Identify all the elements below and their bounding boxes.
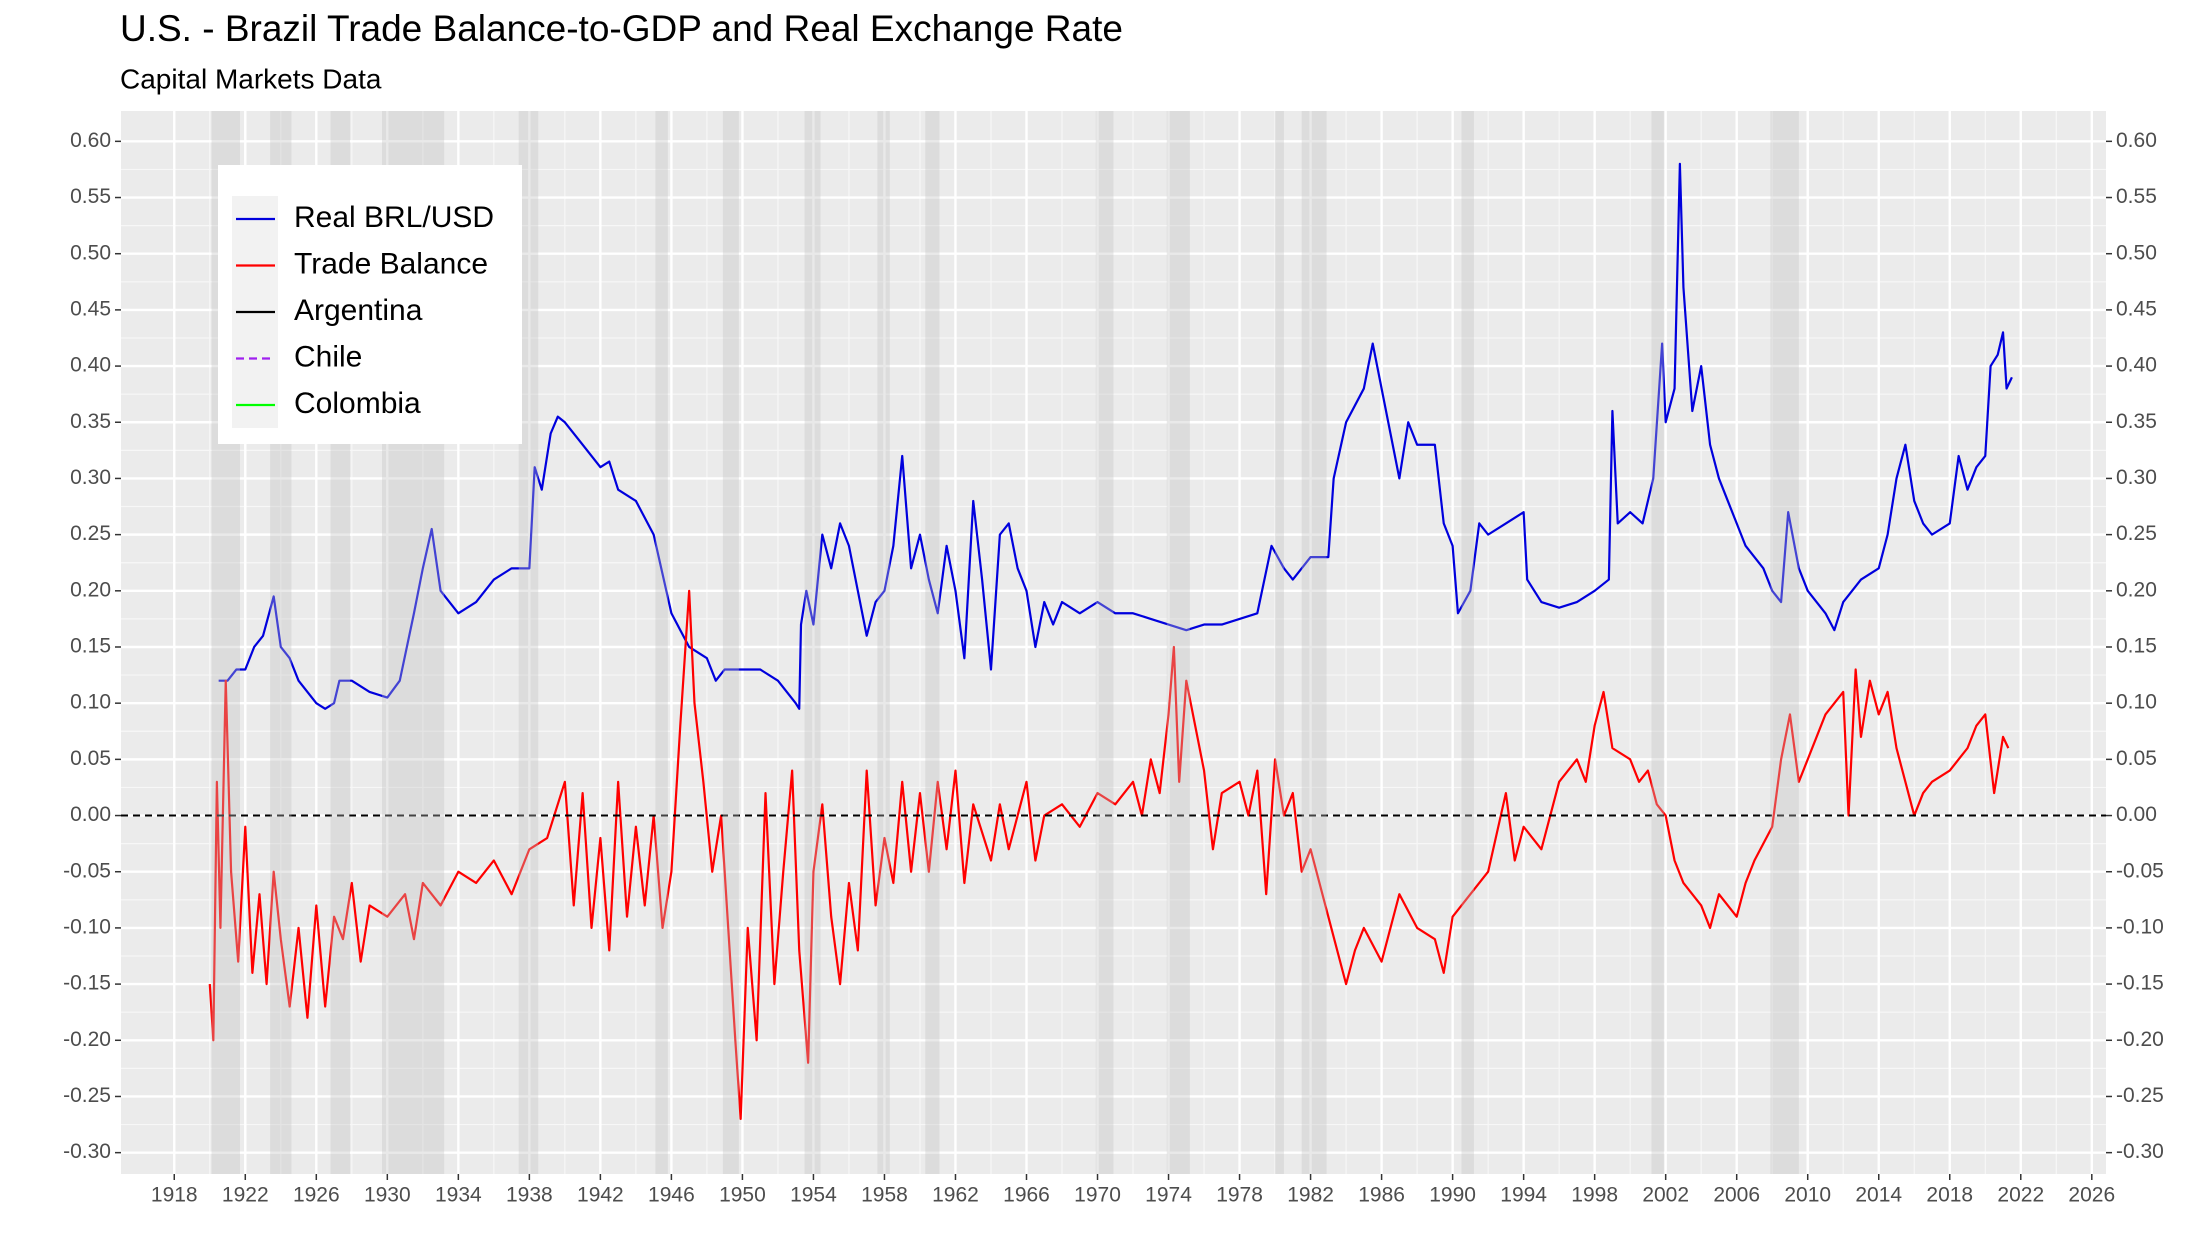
y-tick-label: 0.40 (70, 354, 111, 377)
x-tick-label: 1950 (719, 1184, 766, 1207)
y2-tick-label: 0.45 (2116, 297, 2157, 320)
shaded-period (804, 111, 821, 1174)
y-tick-label: -0.20 (63, 1028, 111, 1051)
y-tick-label: 0.45 (70, 297, 111, 320)
y-tick-label: -0.05 (63, 859, 111, 882)
legend-label: Chile (294, 340, 362, 373)
x-tick-label: 1926 (293, 1184, 340, 1207)
shaded-period (925, 111, 940, 1174)
legend-label: Trade Balance (294, 247, 488, 280)
y2-tick-label: -0.10 (2116, 915, 2164, 938)
y2-tick-label: 0.40 (2116, 354, 2157, 377)
y-tick-label: 0.35 (70, 410, 111, 433)
x-tick-label: 1990 (1429, 1184, 1476, 1207)
y-tick-label: 0.00 (70, 803, 111, 826)
chart-subtitle: Capital Markets Data (120, 63, 382, 94)
y-tick-label: 0.25 (70, 522, 111, 545)
x-tick-label: 2010 (1784, 1184, 1831, 1207)
y2-tick-label: 0.50 (2116, 241, 2157, 264)
y2-tick-label: 0.00 (2116, 803, 2157, 826)
legend-label: Real BRL/USD (294, 201, 494, 234)
x-tick-label: 1930 (364, 1184, 411, 1207)
x-tick-label: 2022 (1997, 1184, 2044, 1207)
shaded-period (1651, 111, 1664, 1174)
y2-tick-label: -0.15 (2116, 972, 2164, 995)
x-tick-label: 1982 (1287, 1184, 1334, 1207)
y-tick-label: 0.15 (70, 635, 111, 658)
x-tick-label: 1986 (1358, 1184, 1405, 1207)
shaded-period (1770, 111, 1799, 1174)
axes: -0.30 -0.30 -0.25 -0.25 -0.20 -0.20 -0.15 -0.15… (63, 129, 2164, 1207)
shaded-period (877, 111, 890, 1174)
y-tick-label: -0.15 (63, 972, 111, 995)
x-tick-label: 1942 (577, 1184, 624, 1207)
shaded-period (1275, 111, 1284, 1174)
y-tick-label: 0.30 (70, 466, 111, 489)
shaded-period (1095, 111, 1114, 1174)
y2-tick-label: 0.30 (2116, 466, 2157, 489)
y2-tick-label: -0.05 (2116, 859, 2164, 882)
shading (211, 111, 1799, 1174)
y-tick-label: -0.30 (63, 1140, 111, 1163)
grid (121, 111, 2106, 1174)
y2-tick-label: -0.30 (2116, 1140, 2164, 1163)
y2-tick-label: 0.35 (2116, 410, 2157, 433)
series-line (218, 162, 2013, 710)
chart-title: U.S. - Brazil Trade Balance-to-GDP and R… (120, 8, 1123, 49)
x-tick-label: 1966 (1003, 1184, 1050, 1207)
y2-tick-label: 0.10 (2116, 691, 2157, 714)
y2-tick-label: 0.25 (2116, 522, 2157, 545)
x-tick-label: 1970 (1074, 1184, 1121, 1207)
shaded-period (1166, 111, 1190, 1174)
x-tick-label: 1938 (506, 1184, 553, 1207)
y-tick-label: -0.25 (63, 1084, 111, 1107)
y2-tick-label: 0.15 (2116, 635, 2157, 658)
y-tick-label: -0.10 (63, 915, 111, 938)
y2-tick-label: 0.55 (2116, 185, 2157, 208)
x-tick-label: 1918 (151, 1184, 198, 1207)
legend-label: Colombia (294, 387, 421, 420)
y2-tick-label: -0.20 (2116, 1028, 2164, 1051)
shaded-period (1301, 111, 1327, 1174)
y-tick-label: 0.60 (70, 129, 111, 152)
y2-tick-label: 0.60 (2116, 129, 2157, 152)
x-tick-label: 2026 (2068, 1184, 2115, 1207)
x-tick-label: 1974 (1145, 1184, 1192, 1207)
shaded-period (518, 111, 539, 1174)
x-tick-label: 1998 (1571, 1184, 1618, 1207)
y2-tick-label: 0.05 (2116, 747, 2157, 770)
x-tick-label: 1962 (932, 1184, 979, 1207)
shaded-period (655, 111, 668, 1174)
series-line (208, 589, 2010, 1121)
x-tick-label: 1978 (1216, 1184, 1263, 1207)
y-tick-label: 0.20 (70, 578, 111, 601)
shaded-period (1461, 111, 1474, 1174)
x-tick-label: 1954 (790, 1184, 837, 1207)
lines (121, 162, 2106, 1121)
legend: Real BRL/USD Trade Balance Argentina Chile C… (218, 165, 522, 444)
y-tick-label: 0.50 (70, 241, 111, 264)
y-tick-label: 0.55 (70, 185, 111, 208)
y2-tick-label: 0.20 (2116, 578, 2157, 601)
y-tick-label: 0.05 (70, 747, 111, 770)
x-tick-label: 1922 (222, 1184, 269, 1207)
x-tick-label: 1994 (1500, 1184, 1547, 1207)
x-tick-label: 2018 (1926, 1184, 1973, 1207)
x-tick-label: 2002 (1642, 1184, 1689, 1207)
x-tick-label: 2006 (1713, 1184, 1760, 1207)
x-tick-label: 1934 (435, 1184, 482, 1207)
legend-label: Argentina (294, 294, 423, 327)
shaded-period (722, 111, 739, 1174)
x-tick-label: 1958 (861, 1184, 908, 1207)
y-tick-label: 0.10 (70, 691, 111, 714)
x-tick-label: 2014 (1855, 1184, 1902, 1207)
y2-tick-label: -0.25 (2116, 1084, 2164, 1107)
x-tick-label: 1946 (648, 1184, 695, 1207)
